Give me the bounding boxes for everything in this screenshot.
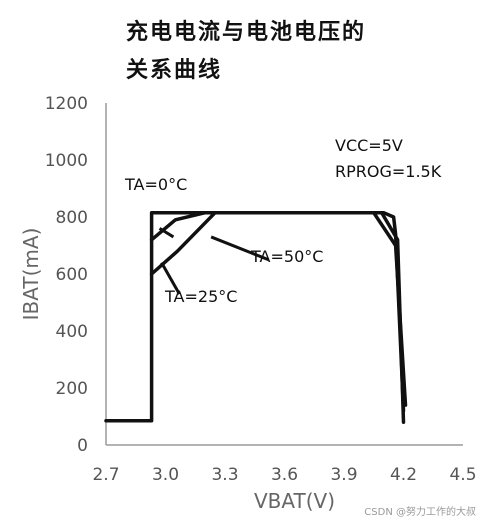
x-tick-label: 4.2 bbox=[390, 465, 417, 485]
annotation-leader-3 bbox=[210, 235, 270, 262]
annotation-label: VCC=5V bbox=[335, 136, 403, 155]
x-tick-label: 2.7 bbox=[92, 465, 119, 485]
x-tick-label: 3.6 bbox=[271, 465, 298, 485]
chart-labels: TA=0°C TA=25°C TA=50°C VCC=5V RPROG=1.5K bbox=[124, 136, 442, 306]
annotation-leader-2 bbox=[160, 261, 181, 295]
series-line-3 bbox=[149, 210, 408, 407]
annotation-label: TA=25°C bbox=[164, 287, 237, 306]
annotation-label: TA=50°C bbox=[250, 247, 323, 266]
series-line-1 bbox=[104, 210, 406, 423]
x-tick-label: 3.0 bbox=[152, 465, 179, 485]
y-tick-label: 1000 bbox=[45, 151, 88, 171]
y-tick-label: 1200 bbox=[45, 94, 88, 114]
chart-axes: 2.7 3.0 3.3 3.6 3.9 4.2 4.5 0 200 400 600 800 1000 12… bbox=[19, 94, 477, 513]
x-tick-label: 3.3 bbox=[211, 465, 238, 485]
chart-title-line1: 充电电流与电池电压的 bbox=[126, 19, 367, 45]
y-tick-label: 0 bbox=[77, 436, 88, 456]
y-tick-label: 400 bbox=[56, 322, 88, 342]
y-axis-title: IBAT(mA) bbox=[19, 228, 43, 321]
x-tick-label: 3.9 bbox=[330, 465, 357, 485]
annotation-label: TA=0°C bbox=[124, 175, 187, 194]
y-tick-label: 800 bbox=[56, 208, 88, 228]
chart-title-line2: 关系曲线 bbox=[126, 57, 223, 83]
annotation-label: RPROG=1.5K bbox=[335, 162, 442, 181]
x-tick-label: 4.5 bbox=[449, 465, 476, 485]
x-axis-title: VBAT(V) bbox=[254, 489, 335, 513]
annotation-leader-1 bbox=[158, 227, 175, 239]
y-tick-label: 600 bbox=[56, 265, 88, 285]
watermark: CSDN @努力工作的大叔 bbox=[364, 507, 476, 518]
chart-series bbox=[104, 210, 408, 424]
series-line-2 bbox=[149, 210, 406, 424]
y-tick-label: 200 bbox=[56, 379, 88, 399]
